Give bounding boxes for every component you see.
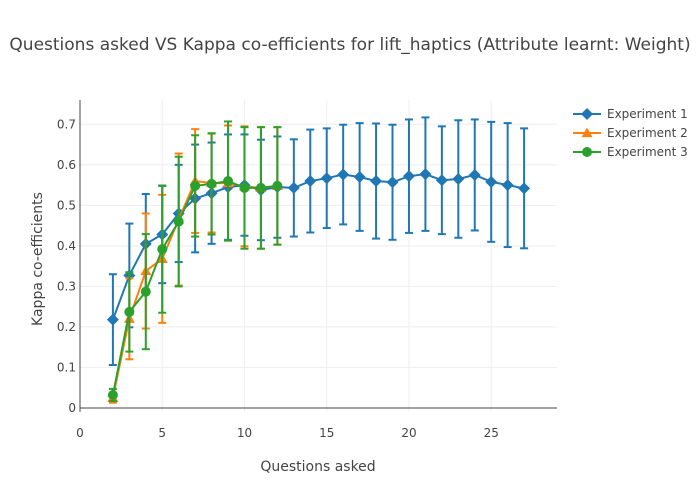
y-tick-label: 0.6 [57, 158, 76, 172]
y-tick-label: 0.1 [57, 360, 76, 374]
y-tick-label: 0.4 [57, 239, 76, 253]
x-tick-label: 5 [158, 426, 166, 440]
plot-area [106, 116, 531, 404]
data-point [287, 181, 300, 194]
data-point [402, 170, 415, 183]
legend-label: Experiment 3 [607, 145, 688, 159]
data-point [518, 182, 531, 195]
data-point [485, 175, 498, 188]
data-point [206, 178, 217, 189]
y-tick-label: 0 [68, 401, 76, 415]
data-point [320, 172, 333, 185]
legend-label: Experiment 2 [607, 126, 688, 140]
data-point [468, 168, 481, 181]
data-point [157, 244, 168, 255]
legend: Experiment 1 Experiment 2 Experiment 3 [573, 107, 688, 159]
y-axis-title: Kappa co-efficients [30, 192, 46, 326]
y-tick-label: 0.2 [57, 320, 76, 334]
legend-item: Experiment 1 [573, 107, 688, 121]
x-tick-label: 20 [401, 426, 416, 440]
x-tick-label: 25 [484, 426, 499, 440]
x-tick-label: 10 [237, 426, 252, 440]
data-point [239, 182, 250, 193]
data-point [140, 286, 151, 297]
data-point [353, 170, 366, 183]
legend-item: Experiment 2 [573, 126, 688, 140]
series-3 [107, 120, 283, 403]
axes: 0 0.1 0.2 0.3 0.4 0.5 0.6 0.7 0 5 10 15 20 25 [57, 100, 557, 440]
legend-item: Experiment 3 [573, 145, 688, 159]
chart-title: Questions asked VS Kappa co-efficients f… [9, 35, 690, 55]
x-tick-label: 15 [319, 426, 334, 440]
data-point [255, 182, 266, 193]
y-tick-label: 0.5 [57, 198, 76, 212]
grid [80, 100, 557, 412]
data-point [337, 168, 350, 181]
x-tick-label: 0 [76, 426, 84, 440]
y-tick-label: 0.3 [57, 279, 76, 293]
data-point [435, 174, 448, 187]
data-point [124, 306, 135, 317]
data-point [272, 180, 283, 191]
data-point [501, 179, 514, 192]
data-point [419, 168, 432, 181]
legend-marker [581, 108, 593, 120]
series-line [111, 173, 525, 320]
x-axis-title: Questions asked [260, 459, 375, 475]
legend-label: Experiment 1 [607, 107, 688, 121]
data-point [190, 180, 201, 191]
y-tick-label: 0.7 [57, 117, 76, 131]
data-point [304, 175, 317, 188]
data-point [370, 175, 383, 188]
data-point [386, 176, 399, 189]
data-point [106, 313, 119, 326]
legend-marker [581, 127, 593, 138]
data-point [173, 216, 184, 227]
data-point [223, 176, 234, 187]
legend-marker [582, 147, 592, 157]
data-point [452, 173, 465, 186]
data-point [107, 389, 118, 400]
